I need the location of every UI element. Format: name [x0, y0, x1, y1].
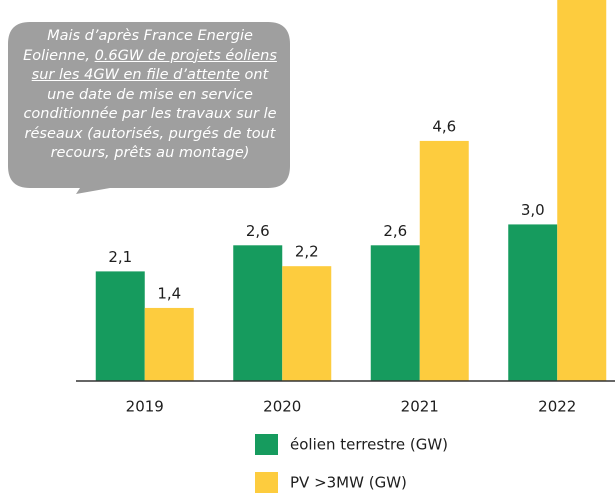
legend-label: PV >3MW (GW)	[290, 474, 407, 492]
value-label: 4,6	[432, 117, 456, 135]
bar	[95, 271, 145, 381]
value-label: 2,6	[383, 222, 407, 240]
bar	[557, 0, 607, 381]
x-tick-label: 2022	[538, 398, 576, 416]
callout-part: 0.6GW de projets éoliens sur les 4GW en …	[31, 47, 277, 84]
x-tick-label: 2019	[126, 398, 164, 416]
x-tick-label: 2020	[263, 398, 301, 416]
callout-part: Mais d’après France Energie Eolienne,	[23, 28, 253, 64]
legend-label: éolien terrestre (GW)	[290, 436, 448, 454]
bar	[144, 307, 194, 381]
value-label: 2,6	[246, 222, 270, 240]
x-tick-label: 2021	[401, 398, 439, 416]
value-label: 2,1	[108, 248, 132, 266]
callout-text: Mais d’après France Energie Eolienne, 0.…	[22, 27, 278, 164]
value-label: 1,4	[157, 284, 181, 302]
legend-swatch	[255, 472, 278, 493]
legend-swatch	[255, 434, 278, 455]
bar	[282, 266, 332, 381]
callout-part: ont une date de mise en service conditio…	[23, 67, 277, 161]
bar	[370, 245, 420, 381]
value-label: 2,2	[295, 243, 319, 261]
value-label: 3,0	[521, 201, 545, 219]
bar	[508, 224, 558, 381]
bar	[419, 140, 469, 381]
callout-bubble	[8, 22, 290, 194]
bar	[233, 245, 283, 381]
